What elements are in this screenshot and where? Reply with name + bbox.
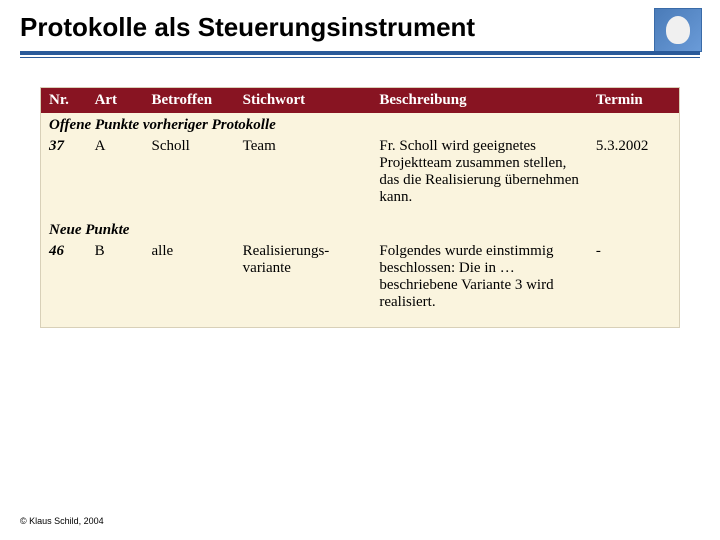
- col-art: Art: [87, 88, 144, 113]
- spacer-row: [41, 208, 679, 218]
- cell-nr: 46: [41, 241, 87, 313]
- protocol-table-wrap: Nr. Art Betroffen Stichwort Beschreibung…: [40, 87, 680, 328]
- university-logo: [654, 8, 702, 52]
- cell-art: B: [87, 241, 144, 313]
- logo-seal-icon: [666, 16, 690, 44]
- slide: Protokolle als Steuerungsinstrument Nr. …: [0, 0, 720, 540]
- header: Protokolle als Steuerungsinstrument: [0, 0, 720, 59]
- cell-nr: 37: [41, 136, 87, 208]
- col-stichwort: Stichwort: [235, 88, 372, 113]
- table-row: 46 B alle Realisierungs-variante Folgend…: [41, 241, 679, 313]
- cell-beschreibung: Folgendes wurde einstimmig beschlossen: …: [371, 241, 587, 313]
- section-label: Neue Punkte: [41, 218, 679, 241]
- cell-betroffen: alle: [144, 241, 235, 313]
- col-nr: Nr.: [41, 88, 87, 113]
- section-row: Offene Punkte vorheriger Protokolle: [41, 113, 679, 136]
- cell-beschreibung: Fr. Scholl wird geeignetes Projektteam z…: [371, 136, 587, 208]
- cell-termin: -: [588, 241, 679, 313]
- page-title: Protokolle als Steuerungsinstrument: [20, 12, 700, 43]
- cell-termin: 5.3.2002: [588, 136, 679, 208]
- table-row: 37 A Scholl Team Fr. Scholl wird geeigne…: [41, 136, 679, 208]
- section-label: Offene Punkte vorheriger Protokolle: [41, 113, 679, 136]
- col-betroffen: Betroffen: [144, 88, 235, 113]
- table-header-row: Nr. Art Betroffen Stichwort Beschreibung…: [41, 88, 679, 113]
- col-beschreibung: Beschreibung: [371, 88, 587, 113]
- cell-betroffen: Scholl: [144, 136, 235, 208]
- cell-stichwort: Realisierungs-variante: [235, 241, 372, 313]
- col-termin: Termin: [588, 88, 679, 113]
- section-row: Neue Punkte: [41, 218, 679, 241]
- spacer-row: [41, 313, 679, 327]
- title-underline: [20, 51, 700, 59]
- protocol-table: Nr. Art Betroffen Stichwort Beschreibung…: [41, 88, 679, 327]
- copyright-footer: © Klaus Schild, 2004: [20, 516, 104, 526]
- cell-art: A: [87, 136, 144, 208]
- cell-stichwort: Team: [235, 136, 372, 208]
